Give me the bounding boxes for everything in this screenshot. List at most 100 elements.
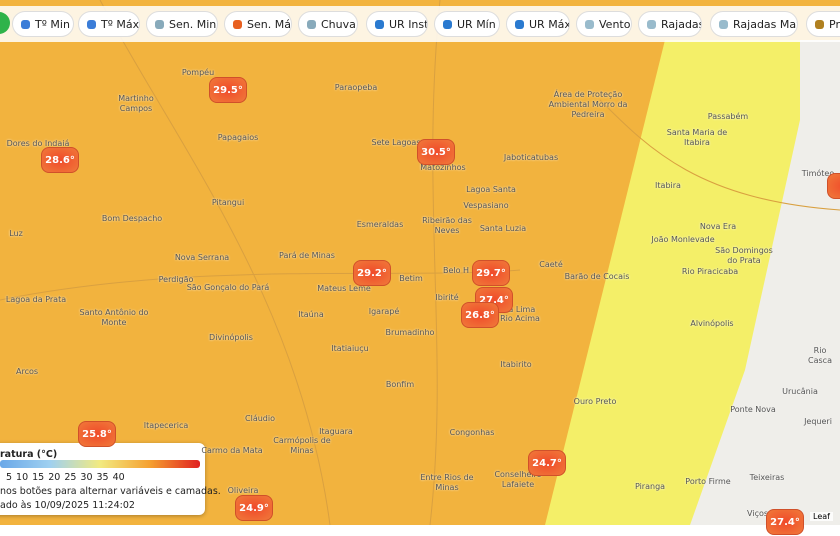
legend-title: ratura (°C) — [0, 449, 58, 460]
place-label: Arcos — [15, 367, 39, 376]
temperature-marker[interactable]: 29.7° — [472, 260, 510, 286]
updated: ado às 10/09/2025 11:24:02 — [0, 500, 135, 511]
place-label: Timóteo — [801, 169, 835, 178]
place-label: Santa Maria de Itabira — [666, 128, 728, 147]
place-label: Piranga — [634, 482, 666, 491]
button-icon — [233, 20, 242, 29]
place-label: Nova Era — [699, 222, 737, 231]
temperature-marker[interactable]: 26.8° — [461, 302, 499, 328]
place-label: Urucânia — [782, 387, 818, 396]
place-label: Ouro Preto — [573, 397, 617, 406]
button-icon — [21, 20, 30, 29]
place-label: Perdigão — [158, 275, 194, 284]
button-icon — [515, 20, 524, 29]
place-label: Conselheiro Lafaiete — [494, 470, 542, 489]
place-label: Paraopeba — [334, 83, 378, 92]
toggle-button[interactable]: Pr — [806, 11, 840, 37]
place-label: Itaúna — [298, 310, 324, 319]
place-label: Viçosa — [747, 509, 773, 518]
map — [0, 0, 840, 525]
button-icon — [87, 20, 96, 29]
scale-label: 5 — [6, 472, 13, 483]
place-label: Carmópolis de Minas — [273, 436, 331, 455]
temperature-marker[interactable]: 25.8° — [78, 421, 116, 447]
toggle-button[interactable]: UR Mín — [434, 11, 500, 37]
place-label: Área de Proteção Ambiental Morro da Pedr… — [548, 90, 628, 119]
toggle-button[interactable]: Rajadas — [638, 11, 702, 37]
place-label: Esmeraldas — [356, 220, 404, 229]
place-label: Martinho Campos — [118, 94, 154, 113]
place-label: Oliveira — [227, 486, 259, 495]
toggle-button[interactable]: UR Inst — [366, 11, 428, 37]
place-label: Nova Lima — [492, 305, 536, 314]
toggle-button[interactable]: Sen. Máx — [224, 11, 292, 37]
toggle-button[interactable]: Sen. Min — [146, 11, 218, 37]
place-label: Santo Antônio do Monte — [79, 308, 149, 327]
toggle-button[interactable]: Rajadas Max — [710, 11, 798, 37]
place-label: Passabém — [707, 112, 749, 121]
place-label: Rio Piracicaba — [681, 267, 739, 276]
color-scale — [0, 460, 200, 468]
temperature-marker[interactable]: 29.2° — [353, 260, 391, 286]
button-icon — [155, 20, 164, 29]
place-label: Matozinhos — [420, 163, 466, 172]
scale-label: 35 — [96, 472, 109, 483]
scale-label: 30 — [80, 472, 93, 483]
place-label: Itapecerica — [143, 421, 189, 430]
place-label: Porto Firme — [685, 477, 731, 486]
temperature-marker[interactable]: 24.7° — [528, 450, 566, 476]
toggle-button[interactable]: Tº Máx — [78, 11, 140, 37]
place-label: Vespasiano — [463, 201, 509, 210]
place-label: Brumadinho — [385, 328, 435, 337]
scale-label: 15 — [32, 472, 45, 483]
place-label: Ponte Nova — [730, 405, 776, 414]
button-icon — [585, 20, 594, 29]
temperature-marker[interactable]: 24.9° — [235, 495, 273, 521]
temperature-marker[interactable]: 28.6° — [41, 147, 79, 173]
place-label: Itabira — [655, 181, 681, 190]
place-label: Pitangui — [211, 198, 245, 207]
place-label: Carmo da Mata — [201, 446, 263, 455]
place-label: João Monlevade — [651, 235, 715, 244]
place-label: Barão de Cocais — [564, 272, 630, 281]
place-label: Jaboticatubas — [503, 153, 559, 162]
place-label: Entre Rios de Minas — [420, 473, 474, 492]
button-icon — [719, 20, 728, 29]
place-label: Itatiaiuçu — [331, 344, 369, 353]
attribution[interactable]: Leaf — [810, 512, 833, 521]
place-label: Betim — [399, 274, 423, 283]
toggle-button[interactable]: Vento — [576, 11, 632, 37]
place-label: Divinópolis — [209, 333, 253, 342]
place-label: Nova Serrana — [174, 253, 230, 262]
temperature-marker[interactable]: 30.5° — [417, 139, 455, 165]
button-icon — [375, 20, 384, 29]
button-icon — [307, 20, 316, 29]
place-label: Alvinópolis — [690, 319, 734, 328]
temperature-marker[interactable]: 29.5° — [209, 77, 247, 103]
scale-label: 20 — [48, 472, 61, 483]
place-label: Cláudio — [245, 414, 275, 423]
place-label: Pompéu — [181, 68, 215, 77]
legend: ratura (°C) 5 10 15 20 25 30 35 40 nos botões p… — [0, 443, 221, 515]
place-label: Dores do Indaiá — [6, 139, 70, 148]
place-label: Lagoa Santa — [466, 185, 516, 194]
temperature-marker[interactable]: 2 — [827, 173, 840, 199]
place-label: Rio Casca — [808, 346, 832, 365]
toggle-button[interactable]: Tº Min — [12, 11, 74, 37]
place-label: São Domingos do Prata — [715, 246, 773, 265]
place-label: Ribeirão das Neves — [422, 216, 472, 235]
button-icon — [443, 20, 452, 29]
place-label: Bom Despacho — [101, 214, 163, 223]
place-label: Teixeiras — [749, 473, 785, 482]
toggle-button[interactable]: Chuva — [298, 11, 358, 37]
button-icon — [815, 20, 824, 29]
place-label: Belo H — [442, 266, 470, 275]
place-label: Sete Lagoas — [371, 138, 421, 147]
place-label: Rio Acima — [500, 314, 540, 323]
home-button[interactable] — [0, 12, 10, 34]
scale-label: 40 — [112, 472, 125, 483]
toggle-button[interactable]: UR Máx — [506, 11, 570, 37]
place-label: Congonhas — [449, 428, 495, 437]
temperature-marker[interactable]: 27.4° — [766, 509, 804, 535]
